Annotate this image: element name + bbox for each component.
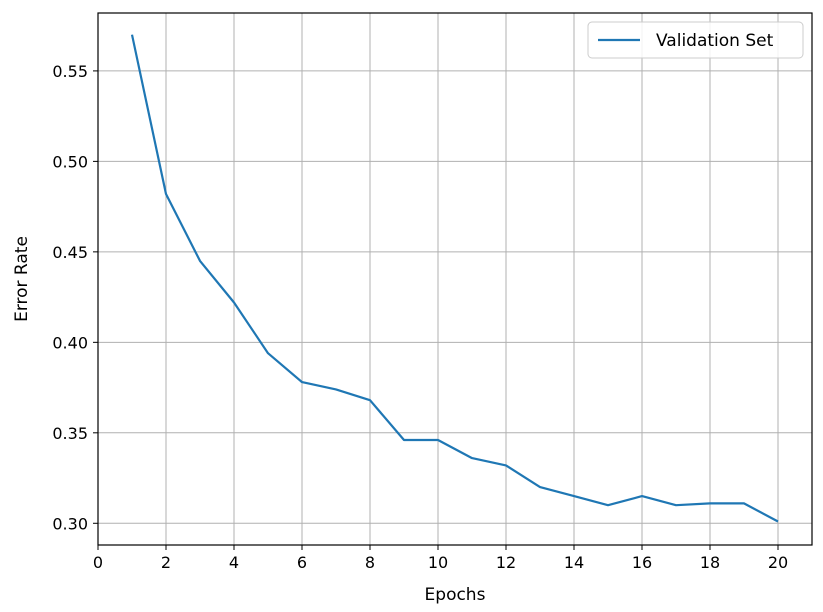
- legend-box: [587, 21, 804, 59]
- y-axis-ticks: 0.30 0.35 0.40 0.45 0.50 0.55: [52, 62, 98, 533]
- x-tick-label: 12: [496, 553, 516, 572]
- x-tick-label: 0: [93, 553, 103, 572]
- y-tick-label: 0.50: [52, 152, 88, 171]
- series-line-0: [130, 34, 779, 523]
- legend-entry-label: Validation Set: [656, 31, 774, 51]
- x-tick-label: 2: [161, 553, 171, 572]
- y-tick-label: 0.45: [52, 243, 88, 262]
- y-tick-label: 0.30: [52, 514, 88, 533]
- x-axis-label: Epochs: [425, 585, 486, 605]
- y-axis-label: Error Rate: [12, 236, 32, 322]
- y-tick-label: 0.40: [52, 333, 88, 352]
- x-tick-label: 16: [632, 553, 652, 572]
- legend: Validation Set: [587, 21, 804, 59]
- x-tick-label: 20: [768, 553, 788, 572]
- x-axis-ticks: 0 2 4 6 8 10 12 14 16 18 20: [93, 545, 788, 572]
- x-tick-label: 10: [428, 553, 448, 572]
- y-tick-label: 0.55: [52, 62, 88, 81]
- grid-lines: [97, 13, 812, 545]
- x-tick-label: 6: [297, 553, 307, 572]
- plot-frame: [97, 12, 813, 546]
- x-tick-label: 4: [229, 553, 239, 572]
- y-tick-label: 0.35: [52, 424, 88, 443]
- x-tick-label: 14: [564, 553, 584, 572]
- x-tick-label: 8: [365, 553, 375, 572]
- x-tick-label: 18: [700, 553, 720, 572]
- series-lines: [130, 34, 779, 523]
